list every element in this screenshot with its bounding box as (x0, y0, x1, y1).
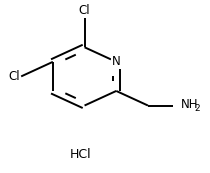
Text: N: N (112, 55, 121, 68)
Text: HCl: HCl (70, 148, 91, 161)
Text: 2: 2 (194, 104, 200, 113)
Text: Cl: Cl (9, 70, 20, 83)
Text: NH: NH (181, 98, 198, 111)
Text: Cl: Cl (79, 4, 90, 17)
